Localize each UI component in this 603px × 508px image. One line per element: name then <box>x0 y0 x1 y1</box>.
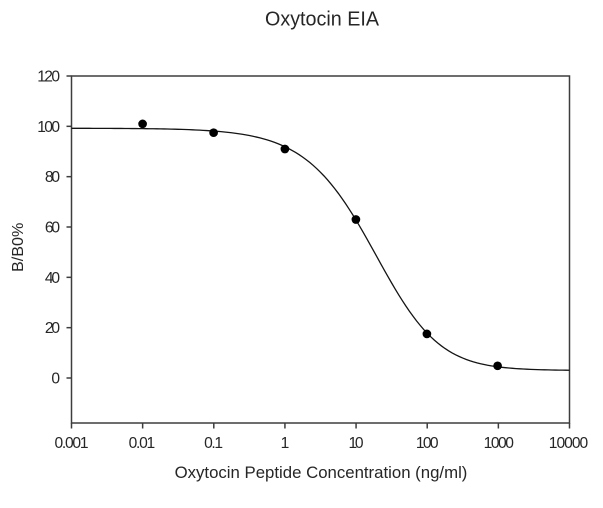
svg-text:40: 40 <box>45 270 60 287</box>
svg-text:10: 10 <box>349 435 364 452</box>
svg-text:0.001: 0.001 <box>54 435 88 452</box>
svg-text:1000: 1000 <box>484 435 515 452</box>
svg-text:100: 100 <box>416 435 439 452</box>
svg-text:20: 20 <box>45 320 60 337</box>
svg-text:0.1: 0.1 <box>204 435 223 452</box>
svg-text:Oxytocin EIA: Oxytocin EIA <box>265 8 379 31</box>
svg-text:10000: 10000 <box>549 435 589 452</box>
svg-text:Oxytocin Peptide Concentration: Oxytocin Peptide Concentration (ng/ml) <box>175 463 468 482</box>
svg-text:B/B0%: B/B0% <box>9 223 27 272</box>
svg-text:100: 100 <box>37 119 60 136</box>
svg-text:0.01: 0.01 <box>129 435 156 452</box>
svg-text:1: 1 <box>281 435 290 452</box>
svg-text:120: 120 <box>37 69 60 86</box>
svg-text:60: 60 <box>45 220 60 237</box>
svg-text:80: 80 <box>45 169 60 186</box>
svg-text:0: 0 <box>51 371 60 388</box>
